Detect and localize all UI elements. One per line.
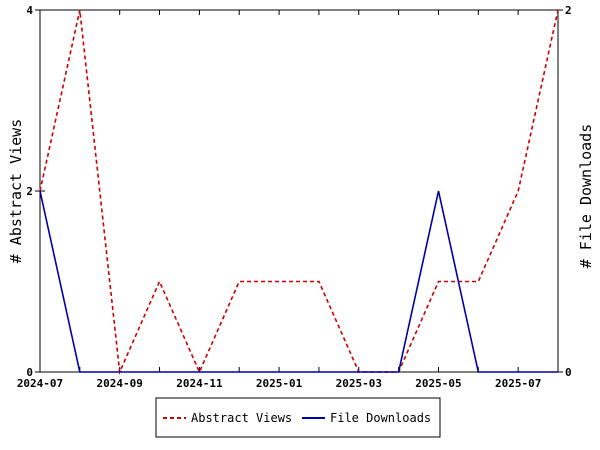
right-y-axis-label: # File Downloads (577, 124, 595, 269)
left-y-tick-label: 2 (26, 185, 33, 198)
series-lines (39, 9, 559, 376)
legend-box (155, 397, 441, 438)
right-y-tick-label: 2 (565, 4, 572, 17)
x-axis-ticks (39, 10, 559, 372)
series-line-file-downloads (39, 190, 558, 373)
x-tick-label: 2025-03 (336, 377, 382, 390)
x-tick-label: 2025-05 (415, 377, 461, 390)
plot-area (39, 9, 559, 373)
left-y-tick-label: 0 (26, 366, 33, 379)
x-tick-label: 2025-07 (495, 377, 541, 390)
right-y-tick-label: 0 (565, 366, 572, 379)
series-line-abstract-views (39, 9, 559, 376)
left-y-axis-ticks: 0 2 4 (26, 4, 45, 379)
legend-label-abstract-views: Abstract Views (191, 411, 292, 425)
legend: Abstract Views File Downloads (155, 397, 441, 438)
left-y-axis-label: # Abstract Views (7, 119, 25, 264)
x-tick-label: 2024-11 (176, 377, 223, 390)
x-axis-tick-labels: 2024-07 2024-09 2024-11 2025-01 2025-03 2025-… (17, 377, 542, 390)
legend-label-file-downloads: File Downloads (330, 411, 431, 425)
x-tick-label: 2024-09 (97, 377, 143, 390)
x-tick-label: 2024-07 (17, 377, 63, 390)
x-tick-label: 2025-01 (256, 377, 303, 390)
left-y-tick-label: 4 (26, 4, 33, 17)
